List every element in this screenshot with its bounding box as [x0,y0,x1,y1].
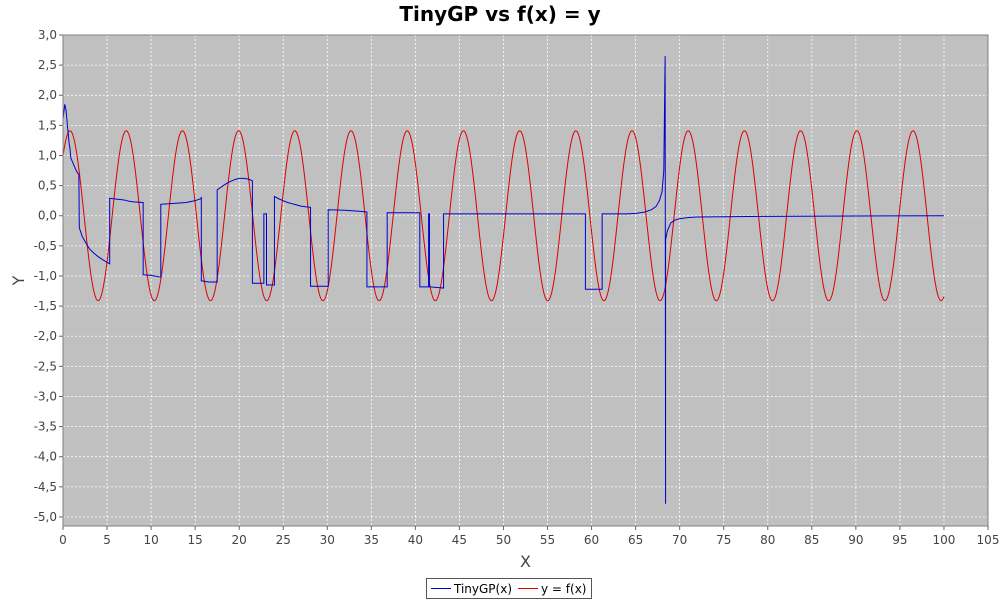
x-tick-label: 20 [232,533,247,547]
x-tick-label: 50 [496,533,511,547]
x-tick-label: 60 [584,533,599,547]
legend: TinyGP(x) y = f(x) [426,578,592,599]
y-tick-label: 2,0 [38,88,57,102]
y-tick-label: 0,5 [38,179,57,193]
x-tick-label: 40 [408,533,423,547]
x-axis-title: X [520,552,531,571]
y-tick-label: 2,5 [38,58,57,72]
x-tick-label: 95 [892,533,907,547]
y-tick-label: -1,0 [34,269,57,283]
y-tick-label: 1,5 [38,118,57,132]
x-tick-label: 65 [628,533,643,547]
x-tick-label: 10 [143,533,158,547]
x-tick-label: 75 [716,533,731,547]
x-tick-label: 35 [364,533,379,547]
x-tick-label: 15 [188,533,203,547]
y-tick-label: -5,0 [34,510,57,524]
legend-swatch-fx [518,588,538,589]
y-tick-label: -3,5 [34,420,57,434]
x-tick-label: 80 [760,533,775,547]
legend-item-tinygp: TinyGP(x) [431,582,512,596]
y-tick-label: -0,5 [34,239,57,253]
y-tick-label: -4,0 [34,450,57,464]
x-tick-label: 25 [276,533,291,547]
x-tick-label: 85 [804,533,819,547]
y-tick-label: -1,5 [34,299,57,313]
legend-label-tinygp: TinyGP(x) [454,582,512,596]
legend-label-fx: y = f(x) [541,582,586,596]
y-tick-label: 3,0 [38,28,57,42]
y-tick-label: -4,5 [34,480,57,494]
legend-item-fx: y = f(x) [518,582,586,596]
y-tick-label: -3,0 [34,389,57,403]
y-tick-label: -2,5 [34,359,57,373]
x-tick-label: 0 [59,533,67,547]
y-axis-title: Y [9,275,28,286]
x-tick-label: 100 [932,533,955,547]
x-tick-label: 90 [848,533,863,547]
x-tick-label: 5 [103,533,111,547]
x-tick-label: 70 [672,533,687,547]
y-tick-label: 0,0 [38,209,57,223]
x-tick-label: 30 [320,533,335,547]
x-tick-label: 105 [977,533,1000,547]
y-tick-label: -2,0 [34,329,57,343]
legend-swatch-tinygp [431,588,451,589]
y-tick-label: 1,0 [38,148,57,162]
x-tick-label: 55 [540,533,555,547]
x-tick-label: 45 [452,533,467,547]
